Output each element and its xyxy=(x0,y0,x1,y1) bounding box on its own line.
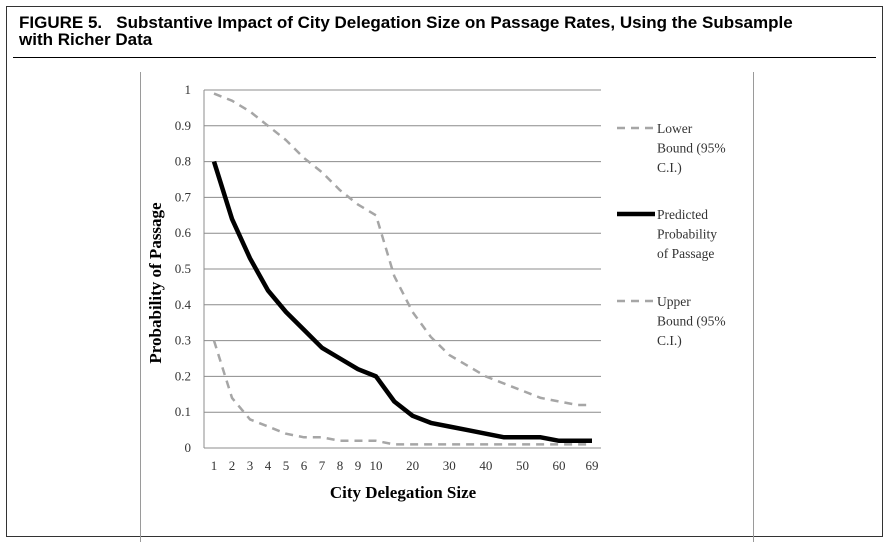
legend-label: Predicted xyxy=(657,207,708,222)
x-tick-label: 5 xyxy=(283,458,290,473)
x-tick-label: 6 xyxy=(301,458,308,473)
y-tick-label: 0.2 xyxy=(175,368,191,383)
x-tick-label: 7 xyxy=(319,458,326,473)
legend-label: Lower xyxy=(657,121,693,136)
x-tick-label: 9 xyxy=(355,458,362,473)
legend-label: C.I.) xyxy=(657,333,682,348)
figure-caption: FIGURE 5. Substantive Impact of City Del… xyxy=(19,14,879,48)
legend-label: of Passage xyxy=(657,246,714,261)
y-tick-label: 0.3 xyxy=(175,333,191,348)
y-tick-label: 1 xyxy=(185,82,192,97)
y-axis-title: Probability of Passage xyxy=(146,202,165,364)
x-tick-label: 60 xyxy=(553,458,566,473)
line-chart: 00.10.20.30.40.50.60.70.80.911 2 3 4 5 6 7 8 9 10… xyxy=(146,82,726,502)
series-line-2 xyxy=(211,160,592,444)
x-tick-label: 30 xyxy=(443,458,456,473)
y-tick-label: 0.7 xyxy=(175,189,192,204)
y-tick-label: 0.1 xyxy=(175,404,191,419)
y-tick-label: 0.9 xyxy=(175,118,191,133)
caption-line-1: FIGURE 5. Substantive Impact of City Del… xyxy=(19,13,793,32)
y-tick-label: 0 xyxy=(185,440,192,455)
x-tick-label: 3 xyxy=(247,458,254,473)
y-tick-label: 0.6 xyxy=(175,225,192,240)
series-line-3 xyxy=(212,340,592,446)
legend-label: Upper xyxy=(657,294,691,309)
x-tick-label: 1 xyxy=(211,458,218,473)
axis-layer: 00.10.20.30.40.50.60.70.80.911 2 3 4 5 6 7 8 9 10… xyxy=(175,82,599,473)
series-line-1 xyxy=(213,92,592,407)
x-tick-label: 50 xyxy=(516,458,529,473)
x-axis-title: City Delegation Size xyxy=(330,483,477,502)
grid-layer xyxy=(204,89,601,449)
legend-label: C.I.) xyxy=(657,160,682,175)
x-tick-label: 69 xyxy=(586,458,599,473)
x-tick-label: 4 xyxy=(265,458,272,473)
caption-line-2: with Richer Data xyxy=(19,30,153,49)
y-tick-label: 0.4 xyxy=(175,297,192,312)
legend-label: Bound (95% xyxy=(657,141,726,156)
caption-rule xyxy=(13,57,876,58)
legend-label: Probability xyxy=(657,227,717,242)
x-tick-label: 2 xyxy=(229,458,236,473)
y-tick-label: 0.5 xyxy=(175,261,191,276)
x-tick-label: 10 xyxy=(370,458,383,473)
x-tick-label: 8 xyxy=(337,458,344,473)
x-tick-label: 40 xyxy=(479,458,492,473)
legend-label: Bound (95% xyxy=(657,314,726,329)
y-tick-label: 0.8 xyxy=(175,154,191,169)
chart-box: 0 0.1 0.2 0.3 0.4 0.5 0.6 0.7 0.8 0.9 1 1 2 3 4 5 6 7 8 9 10… xyxy=(140,72,754,542)
x-tick-label: 20 xyxy=(406,458,419,473)
figure-frame xyxy=(6,6,883,537)
legend: Lower Bound (95% C.I.) Predicted Probability… xyxy=(617,121,726,348)
series-layer xyxy=(211,92,592,446)
